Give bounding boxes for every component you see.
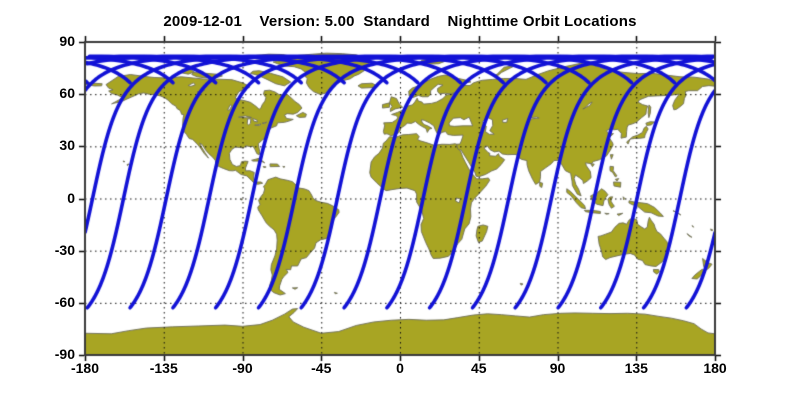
y-tick-label: 90 (59, 33, 75, 49)
x-tick-label: 90 (549, 360, 566, 376)
y-tick-label: -90 (54, 346, 75, 362)
x-tick-label: 45 (470, 360, 487, 376)
x-tick-label: 135 (624, 360, 648, 376)
y-tick-label: -30 (54, 241, 75, 258)
plot-title: 2009-12-01 Version: 5.00 Standard Nightt… (163, 13, 637, 30)
x-tick-label: 0 (396, 360, 404, 376)
y-tick-label: 0 (67, 189, 75, 206)
x-tick-label: -45 (311, 360, 332, 376)
y-tick-label: 60 (59, 85, 75, 102)
x-tick-label: -90 (232, 360, 253, 376)
x-tick-label: 180 (703, 360, 727, 376)
y-tick-label: 30 (59, 137, 75, 154)
y-tick-label: -60 (54, 293, 75, 310)
x-tick-label: -180 (70, 360, 100, 376)
x-tick-label: -135 (149, 360, 178, 376)
